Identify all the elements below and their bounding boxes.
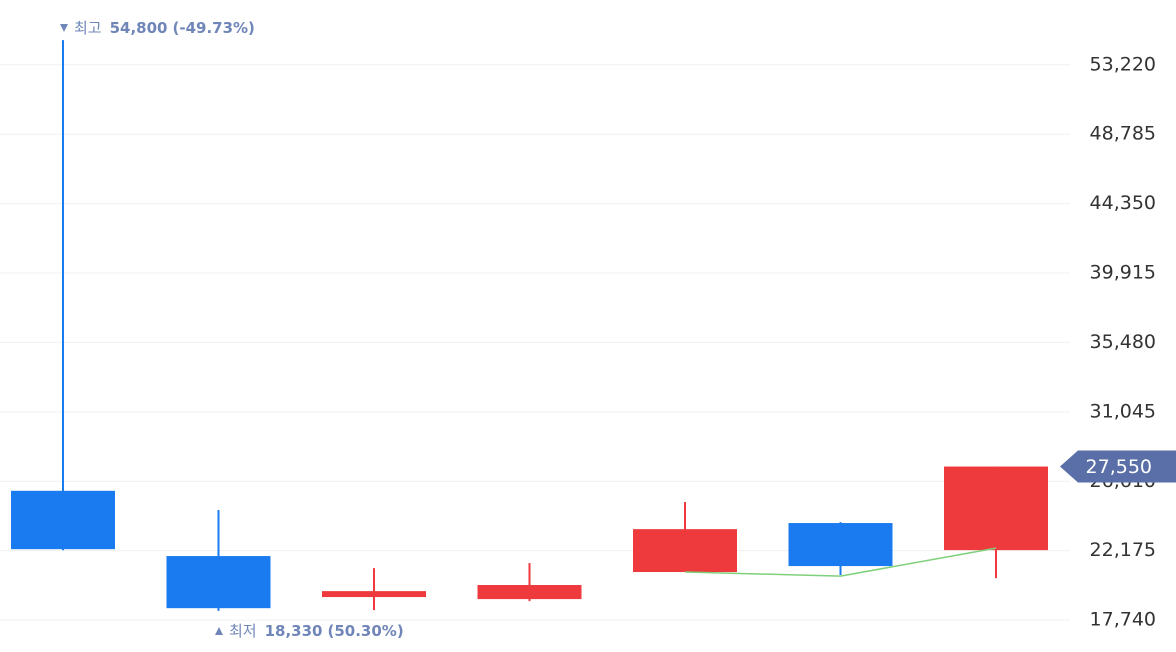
- y-tick-label: 39,915: [1090, 262, 1156, 284]
- candle: [944, 466, 1048, 579]
- candle: [477, 563, 582, 602]
- y-tick-label: 44,350: [1090, 192, 1156, 214]
- candle: [633, 502, 737, 573]
- candle-body: [633, 529, 737, 573]
- annotation-label: 최저: [229, 622, 257, 640]
- annotation-change: (-49.73%): [173, 19, 255, 37]
- annotation: 최고 54,800 (-49.73%): [74, 19, 255, 37]
- line-series: [684, 547, 997, 577]
- candle: [322, 568, 426, 611]
- y-tick-label: 53,220: [1090, 53, 1156, 75]
- annotation-value: 54,800: [110, 19, 168, 37]
- y-tick-label: 31,045: [1090, 400, 1156, 422]
- candle: [11, 40, 115, 551]
- candle-body: [788, 523, 893, 567]
- annotation-label: 최고: [74, 19, 102, 37]
- candle-body: [166, 556, 271, 609]
- annotation-change: (50.30%): [328, 622, 404, 640]
- annotation-marker: [60, 24, 68, 32]
- candle-body: [11, 490, 115, 550]
- annotation-value: 18,330: [265, 622, 323, 640]
- candle: [788, 522, 893, 575]
- annotation-marker: [215, 627, 223, 635]
- candle-body: [477, 585, 582, 600]
- candle-body: [944, 466, 1048, 551]
- price-badge-label: 27,550: [1086, 456, 1152, 478]
- y-tick-label: 48,785: [1090, 123, 1156, 145]
- candle-body: [322, 591, 426, 598]
- y-tick-label: 35,480: [1090, 331, 1156, 353]
- y-tick-label: 22,175: [1090, 539, 1156, 561]
- price-badge: [1060, 450, 1176, 483]
- annotation: 최저 18,330 (50.30%): [229, 622, 404, 640]
- candle: [166, 510, 271, 611]
- y-tick-label: 17,740: [1090, 609, 1156, 631]
